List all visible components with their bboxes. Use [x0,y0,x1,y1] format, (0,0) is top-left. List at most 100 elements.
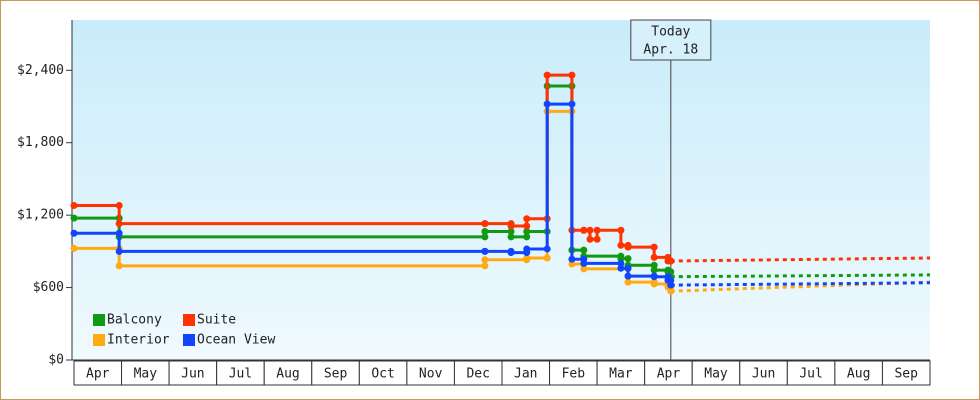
month-cell [168,360,218,386]
x-tick-label: Aug [276,367,299,382]
x-tick-label: Jun [752,367,775,382]
price-point [617,264,625,272]
price-point [523,233,531,241]
y-tick-label: $1,200 [17,208,64,223]
y-tick-label: $2,400 [17,63,64,78]
x-tick-label: Nov [419,367,443,382]
plot-area [72,20,930,360]
x-tick-label: Jul [229,367,252,382]
price-point [593,226,601,234]
month-cell [881,360,931,386]
price-point [650,266,658,274]
x-tick-label: Oct [371,367,394,382]
x-tick-label: May [134,367,158,382]
price-point [617,226,625,234]
x-tick-label: Mar [609,367,633,382]
price-point [523,227,531,235]
price-point [650,243,658,251]
price-point [667,276,675,284]
price-point [507,222,515,230]
legend-swatch [93,334,105,346]
legend-label: Ocean View [197,333,275,348]
x-tick-label: Aug [847,367,870,382]
forecast-line [670,281,931,287]
price-point [624,255,632,263]
price-point [617,255,625,263]
forecast-line [670,273,931,279]
price-point [650,261,658,269]
y-tick-label: $600 [33,280,64,295]
x-tick-label: Jul [799,367,822,382]
price-point [568,71,576,79]
y-tick-label: $1,800 [17,135,64,150]
legend-label: Suite [197,313,236,328]
price-point [481,256,489,264]
price-point [523,254,531,262]
price-point [624,264,632,272]
x-tick-label: Sep [324,367,348,382]
price-point [568,255,576,263]
price-point [481,220,489,228]
x-tick-label: Dec [466,367,489,382]
price-point [650,253,658,261]
month-cell [596,360,646,386]
price-point [523,245,531,253]
price-point [624,272,632,280]
month-cell [121,360,170,386]
price-point [523,222,531,230]
price-point [650,280,658,288]
x-tick-label: Feb [562,367,586,382]
price-point [580,265,588,273]
x-tick-label: Apr [86,367,110,382]
x-tick-label: May [704,367,728,382]
forecast-line [670,256,931,263]
price-point [543,245,551,253]
price-point [70,201,78,209]
price-point [568,100,576,108]
price-point [507,233,515,241]
today-label: Apr. 18 [643,43,698,58]
price-point [580,226,588,234]
price-point [543,71,551,79]
price-point [580,246,588,254]
price-point [523,215,531,223]
x-tick-label: Apr [657,367,681,382]
price-point [507,227,515,235]
price-point [543,100,551,108]
price-point [650,273,658,281]
price-point [481,262,489,270]
legend-swatch [183,314,195,326]
forecast-line [670,280,931,293]
today-box [630,19,712,61]
price-point [617,259,625,267]
month-cell [73,360,123,386]
price-point [115,229,123,237]
legend-swatch [183,334,195,346]
y-tick-label: $0 [48,353,64,368]
price-point [481,233,489,241]
price-point [586,226,594,234]
price-point [115,262,123,270]
price-point [115,201,123,209]
month-cell [644,360,693,386]
price-point [624,243,632,251]
price-point [593,235,601,243]
price-point [617,241,625,249]
price-point [115,247,123,255]
month-cell [739,360,788,386]
price-point [70,244,78,252]
price-point [507,249,515,257]
price-point [580,259,588,267]
price-point [481,227,489,235]
month-cell [216,360,265,386]
month-cell [406,360,455,386]
x-tick-label: Jan [514,367,537,382]
month-cell [263,360,313,386]
price-point [543,254,551,262]
today-label: Today [651,25,690,40]
price-point [115,220,123,228]
legend-label: Balcony [107,313,162,328]
month-cell [786,360,836,386]
legend-swatch [93,314,105,326]
